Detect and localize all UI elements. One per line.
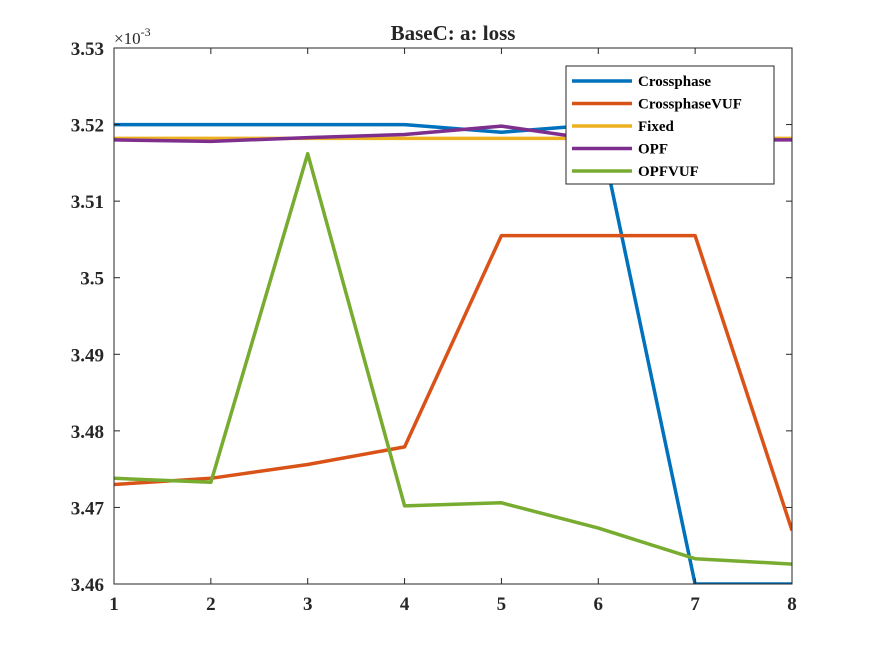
legend: Crossphase CrossphaseVUF Fixed OPF OPFVUF [565,65,775,185]
y-exponent-power: -3 [141,25,151,39]
x-tick-label: 2 [206,594,216,615]
x-tick-label: 4 [400,594,410,615]
x-tick-label: 7 [690,594,700,615]
series-line-opfvuf [114,151,792,566]
legend-label-fixed: Fixed [638,119,674,135]
series-layer [114,122,792,584]
y-tick-label: 3.47 [71,498,105,519]
x-tick-label: 1 [109,594,119,615]
y-tick-label: 3.51 [71,192,104,213]
series-line-crossphase [114,122,792,584]
y-tick-label: 3.49 [71,345,104,366]
legend-label-crossphase: Crossphase [638,74,711,90]
legend-label-opfvuf: OPFVUF [638,164,699,180]
y-tick-label: 3.46 [71,575,104,596]
x-tick-label: 6 [594,594,604,615]
chart-title: BaseC: a: loss [391,21,516,45]
y-tick-label: 3.52 [71,116,104,137]
x-tick-label: 8 [787,594,797,615]
ticks-layer: 1 2 3 4 5 6 7 8 3.46 3.47 3.48 3.49 3.5 3.51 3.52 3.53 [71,39,797,615]
y-tick-label: 3.48 [71,422,104,443]
plot-frame [113,47,793,585]
legend-label-crossphasevuf: CrossphaseVUF [638,97,742,113]
legend-label-opf: OPF [638,142,668,158]
x-tick-label: 5 [497,594,507,615]
x-tick-label: 3 [303,594,313,615]
series-line-crossphasevuf [114,233,792,531]
y-tick-label: 3.53 [71,39,104,60]
y-tick-label: 3.5 [80,269,104,290]
y-exponent-label: ×10-3 [114,25,151,48]
